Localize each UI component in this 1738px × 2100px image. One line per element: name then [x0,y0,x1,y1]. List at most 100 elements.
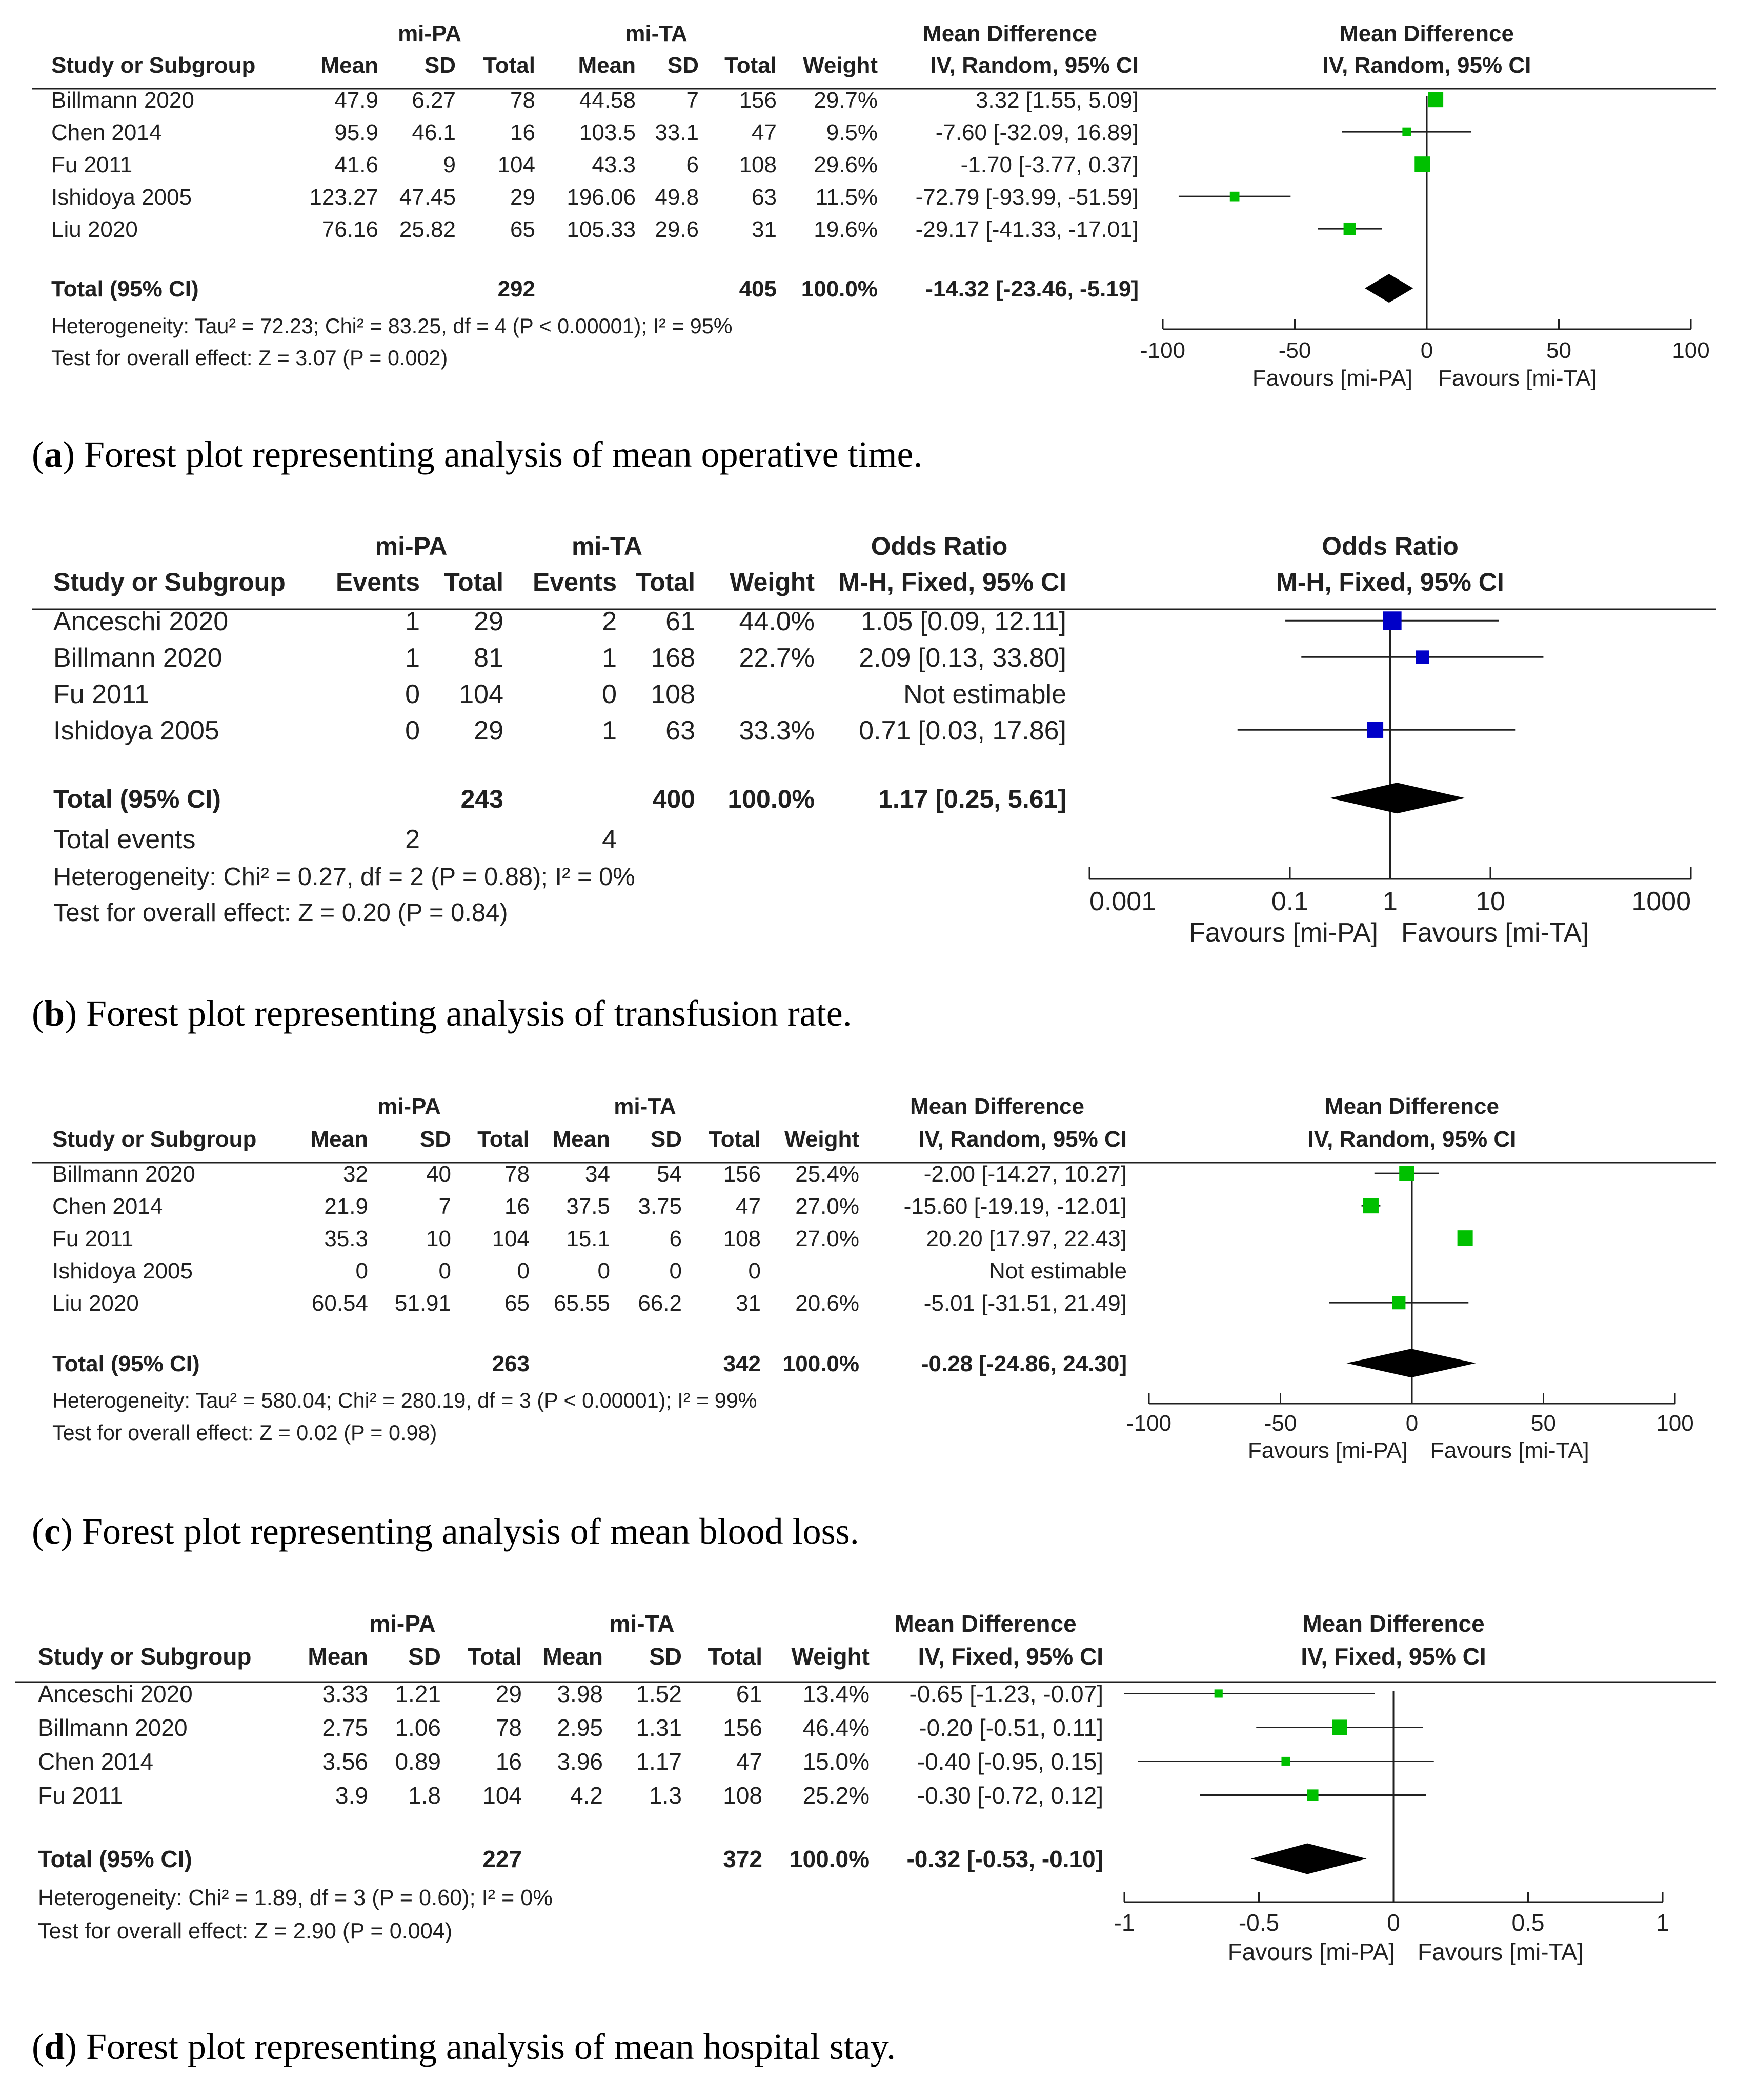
column-header-study: Study or Subgroup [38,1643,252,1670]
plot-effect-title: Mean Difference [1340,21,1514,46]
x-axis-tick-label: -50 [1279,338,1311,363]
study-cell: -72.79 [-93.99, -51.59] [916,185,1139,210]
study-row: Ishidoya 2005 0 0 0 0 0 0 Not estimable [52,1258,1127,1284]
study-cell: 29.6 [655,217,699,242]
column-header: Mean [542,1643,603,1670]
x-axis-tick-label: 0 [1406,1411,1418,1436]
x-axis-tick-label: -1 [1114,1909,1135,1936]
column-header: Total [724,53,777,78]
plot-effect-title: Odds Ratio [1322,532,1459,561]
column-header: Events [336,568,420,596]
study-cell: 25.4% [795,1162,859,1187]
column-header: Mean [311,1127,368,1152]
study-cell: 104 [459,679,503,709]
forest-plot-svg: mi-PA mi-TA Mean Difference Study or Subgro… [32,1094,1716,1463]
study-cell: 103.5 [579,120,636,145]
point-estimate-marker [1383,611,1402,630]
total-row: Total (95% CI) 263 342 100.0% -0.28 [-24.86,… [52,1349,1476,1378]
study-row: Anceschi 2020 3.33 1.21 29 3.98 1.52 61 13.4% -0… [38,1681,1375,1707]
study-row: Billmann 2020 1 81 1 168 22.7% 2.09 [0.13, 33.… [53,643,1544,673]
study-cell: 78 [504,1162,530,1187]
overall-effect-text: Test for overall effect: Z = 3.07 (P = 0… [51,346,448,370]
heterogeneity-text: Heterogeneity: Tau² = 72.23; Chi² = 83.2… [51,314,733,338]
study-cell: 0 [670,1258,682,1284]
total-row: Total (95% CI) 227 372 100.0% -0.32 [-0.53, … [38,1843,1367,1874]
study-cell: 1 [405,643,420,673]
study-cell: 61 [736,1681,762,1707]
study-cell: 0.71 [0.03, 17.86] [859,716,1066,746]
effect-title: Mean Difference [910,1094,1084,1119]
point-estimate-marker [1457,1230,1473,1246]
column-header: Mean [553,1127,610,1152]
point-estimate-marker [1281,1756,1290,1766]
total-cell: -0.32 [-0.53, -0.10] [906,1846,1103,1872]
study-cell: 196.06 [567,185,636,210]
point-estimate-marker [1363,1198,1379,1214]
study-name: Chen 2014 [51,120,161,145]
study-cell: 78 [510,88,535,113]
study-cell: 2.95 [557,1714,603,1741]
study-cell: 19.6% [814,217,878,242]
forest-plot-svg: mi-PA mi-TA Odds Ratio Study or Subgroup Eve… [32,532,1716,948]
study-cell: 0 [356,1258,368,1284]
overall-effect-text: Test for overall effect: Z = 2.90 (P = 0… [38,1919,452,1944]
study-cell: 104 [482,1782,522,1809]
total-label: Total (95% CI) [53,785,221,813]
study-name: Liu 2020 [51,217,138,242]
study-cell: 47 [736,1194,761,1219]
study-cell: 13.4% [803,1681,870,1707]
pooled-estimate-diamond [1346,1349,1476,1378]
study-cell: 37.5 [566,1194,610,1219]
column-header: Weight [730,568,815,596]
study-cell: 20.6% [795,1291,859,1316]
study-cell: 47.45 [399,185,456,210]
column-header: Weight [784,1127,859,1152]
caption-text: Forest plot representing analysis of mea… [86,2026,896,2067]
x-axis-tick-label: -0.5 [1239,1909,1279,1936]
group1-label: mi-PA [398,21,461,46]
total-row: Total (95% CI) 292 405 100.0% -14.32 [-23.46… [51,274,1413,303]
caption-hospital-stay: (d) Forest plot representing analysis of… [32,2026,896,2067]
plot-effect-method: IV, Fixed, 95% CI [1301,1643,1486,1670]
study-cell: 66.2 [638,1291,682,1316]
study-cell: 9.5% [826,120,878,145]
study-cell: 44.58 [579,88,636,113]
study-cell: 1.21 [395,1681,441,1707]
study-cell: -0.40 [-0.95, 0.15] [917,1748,1103,1775]
study-cell: 3.98 [557,1681,603,1707]
study-cell: 2.75 [322,1714,368,1741]
study-cell: -0.65 [-1.23, -0.07] [910,1681,1103,1707]
caption-blood-loss: (c) Forest plot representing analysis of… [32,1511,859,1552]
study-cell: 65 [504,1291,530,1316]
study-cell: 0 [439,1258,451,1284]
study-name: Fu 2011 [53,679,149,709]
study-cell: 10 [426,1226,451,1251]
study-cell: 1 [602,716,617,746]
study-cell: 3.56 [322,1748,368,1775]
study-cell: 1.8 [408,1782,441,1809]
point-estimate-marker [1428,92,1444,108]
caption-text: Forest plot representing analysis of mea… [84,434,923,475]
column-header: Mean [308,1643,368,1670]
x-axis-tick-label: -50 [1264,1411,1297,1436]
column-header-study: Study or Subgroup [52,1127,256,1152]
total-events-cell: 2 [405,825,420,854]
study-cell: 29 [496,1681,522,1707]
study-name: Fu 2011 [51,152,132,177]
study-row: Anceschi 2020 1 29 2 61 44.0% 1.05 [0.09, 12.1… [53,607,1499,636]
study-name: Chen 2014 [52,1194,163,1219]
study-cell: 34 [585,1162,610,1187]
effect-title: Mean Difference [923,21,1097,46]
x-axis-tick-label: 1 [1383,887,1398,916]
study-cell: 35.3 [324,1226,368,1251]
study-cell: 33.1 [655,120,699,145]
study-row: Chen 2014 95.9 46.1 16 103.5 33.1 47 9.5% -7.60 … [51,120,1471,145]
study-name: Ishidoya 2005 [53,716,219,746]
study-cell: 0 [517,1258,530,1284]
study-cell: 1.3 [649,1782,682,1809]
study-cell: -5.01 [-31.51, 21.49] [924,1291,1127,1316]
x-axis-tick-label: 0.5 [1512,1909,1545,1936]
caption-label: c [44,1511,60,1552]
study-cell: 0 [602,679,617,709]
study-cell: 81 [474,643,503,673]
